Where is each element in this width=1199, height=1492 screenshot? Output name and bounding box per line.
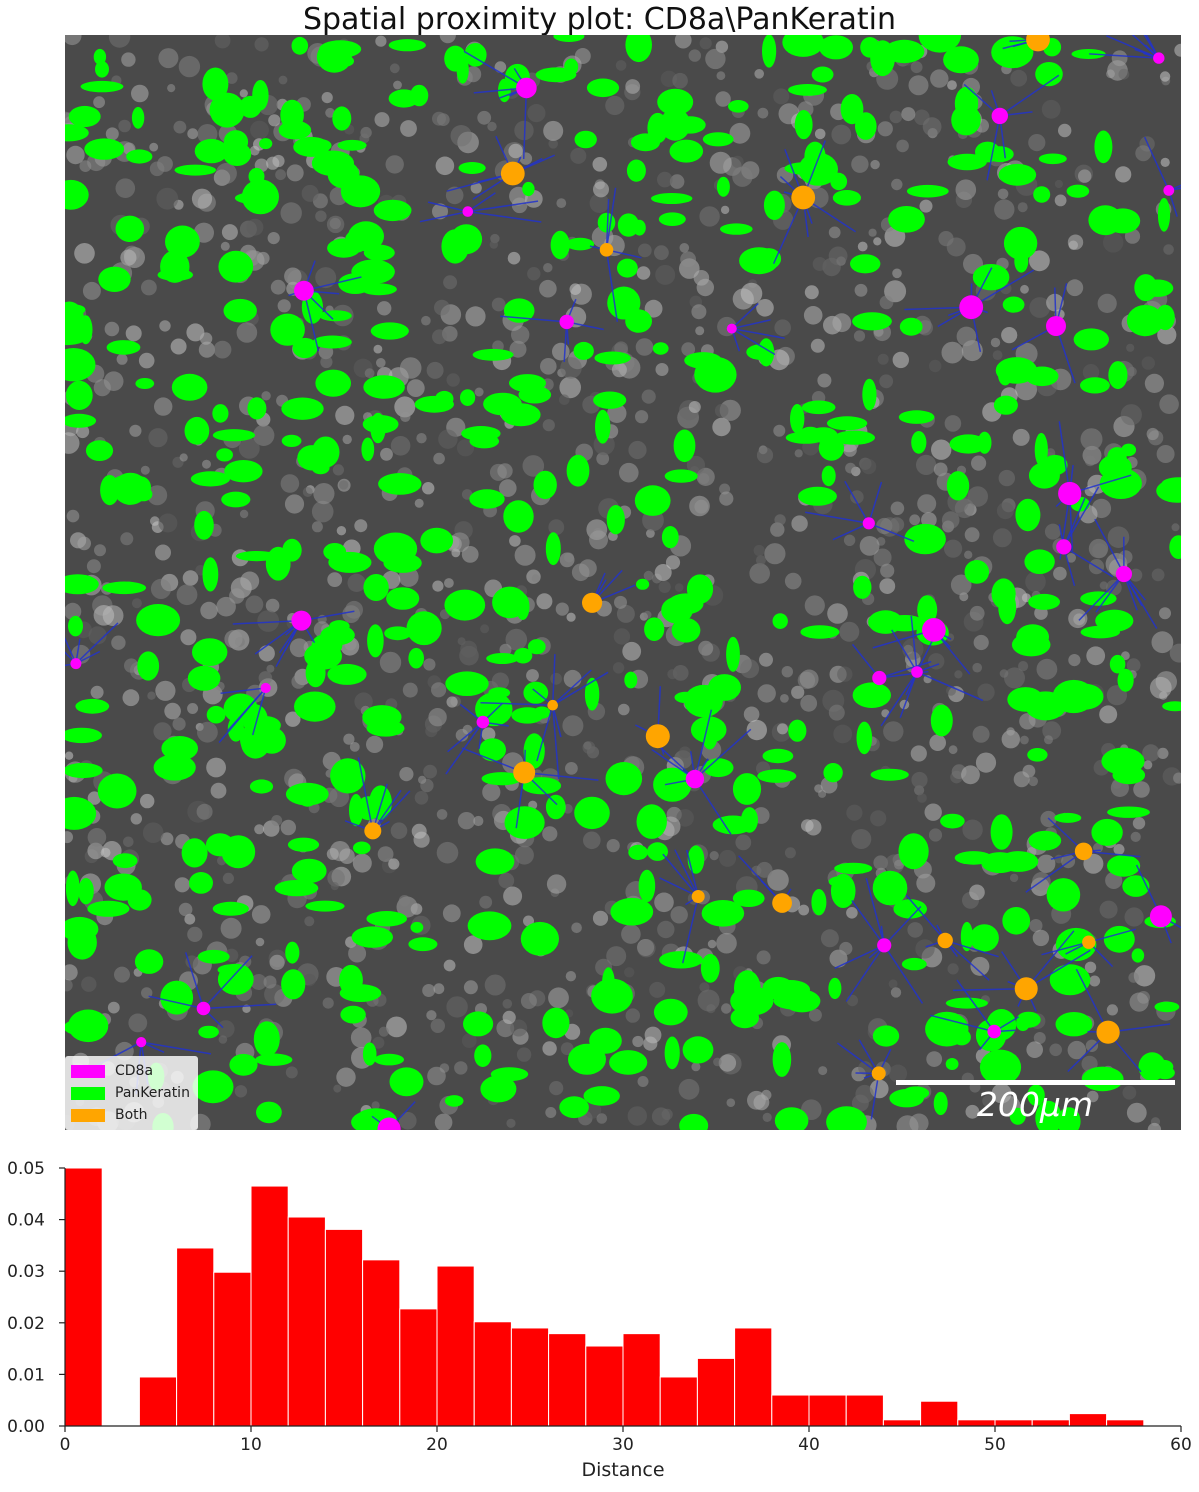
histogram-bar (250, 1185, 289, 1427)
proximity-overlay (65, 35, 1181, 1130)
legend-item: PanKeratin (71, 1082, 190, 1104)
histogram-bar (920, 1400, 959, 1427)
y-tick-label: 0.04 (7, 1211, 45, 1231)
y-tick-label: 0.01 (7, 1365, 45, 1385)
x-tick-label: 20 (426, 1435, 448, 1455)
distance-histogram: 0 10 20 30 40 50 60 0.00 0.01 0.02 0.03 0.04 0.05 Dis… (7, 1159, 1192, 1481)
histogram-bar (138, 1376, 178, 1427)
pankeratin-regions (65, 35, 1181, 1130)
histogram-bar (1106, 1419, 1145, 1427)
legend-swatch (71, 1108, 105, 1122)
legend-item: Both (71, 1104, 190, 1126)
x-tick-label: 50 (984, 1435, 1006, 1455)
histogram-bar (696, 1357, 736, 1427)
histogram-bar (1068, 1413, 1108, 1427)
legend-label: PanKeratin (115, 1085, 190, 1101)
histogram-bar (213, 1271, 252, 1427)
histogram-bar (957, 1419, 996, 1427)
x-tick-label: 30 (612, 1435, 634, 1455)
both-cells (364, 35, 1120, 1081)
histogram-bar (64, 1167, 103, 1427)
histogram-bar (1031, 1419, 1070, 1427)
cd8a-cells (70, 52, 1175, 1130)
figure-title: Spatial proximity plot: CD8a\PanKeratin (302, 2, 897, 37)
histogram-bar (473, 1321, 512, 1427)
histogram-bar (436, 1265, 475, 1427)
histogram-bar (622, 1333, 661, 1427)
histogram-bar (659, 1376, 698, 1427)
legend-swatch (71, 1064, 105, 1078)
legend-item: CD8a (71, 1060, 190, 1082)
histogram-bar (510, 1327, 550, 1427)
scale-bar (896, 1080, 1175, 1085)
histogram-bar (176, 1247, 215, 1427)
legend-label: CD8a (115, 1063, 154, 1079)
scale-bar-label: 200μm (976, 1085, 1094, 1124)
histogram-bar (882, 1419, 922, 1427)
histogram-bar (399, 1308, 438, 1427)
histogram-bars (64, 1167, 1145, 1427)
y-tick-label: 0.05 (7, 1159, 45, 1179)
x-tick-label: 60 (1170, 1435, 1192, 1455)
x-tick-label: 0 (60, 1435, 71, 1455)
histogram-bar (734, 1327, 773, 1427)
legend: CD8a PanKeratin Both (65, 1056, 198, 1130)
legend-label: Both (115, 1107, 148, 1123)
histogram-bar (362, 1259, 401, 1427)
x-tick-label: 10 (240, 1435, 262, 1455)
y-tick-label: 0.02 (7, 1314, 45, 1334)
histogram-bar (771, 1394, 810, 1427)
histogram-bar (808, 1394, 847, 1427)
y-tick-label: 0.00 (7, 1417, 45, 1437)
histogram-bar (287, 1216, 326, 1427)
histogram-bar (548, 1333, 587, 1427)
histogram-bar (585, 1345, 624, 1427)
x-axis-label: Distance (581, 1459, 664, 1481)
legend-swatch (71, 1086, 105, 1100)
histogram-bar (324, 1228, 364, 1427)
x-tick-label: 40 (798, 1435, 820, 1455)
y-tick-label: 0.03 (7, 1262, 45, 1282)
histogram-bar (845, 1394, 884, 1427)
micrograph-image: CD8a PanKeratin Both 200μm (65, 35, 1181, 1130)
histogram-bar (994, 1419, 1033, 1427)
